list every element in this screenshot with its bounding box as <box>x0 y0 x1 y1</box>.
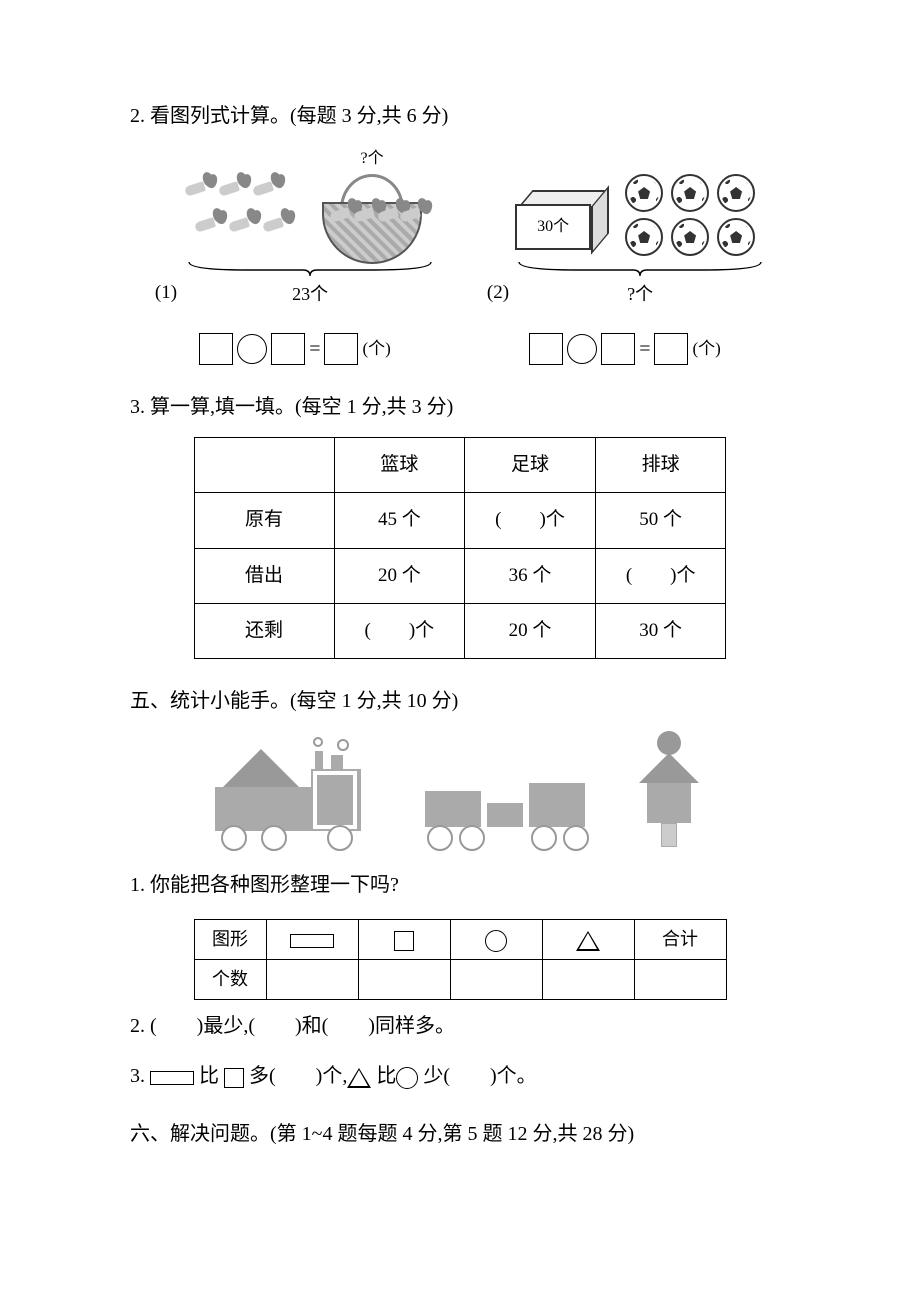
q2-fig2-label: (2) <box>487 278 509 308</box>
brace-icon <box>515 260 765 278</box>
truck-shape <box>215 741 385 851</box>
equals-sign: = <box>309 333 320 365</box>
table-cell: 足球 <box>465 437 596 492</box>
q2-fig1-label: (1) <box>155 278 177 308</box>
table-cell: 20 个 <box>465 603 596 658</box>
box-label: 30个 <box>515 204 591 250</box>
q3-table: 篮球 足球 排球 原有 45 个 ( )个 50 个 借出 20 个 36 个 … <box>194 437 727 660</box>
table-cell: 借出 <box>194 548 334 603</box>
table-row: 借出 20 个 36 个 ( )个 <box>194 548 726 603</box>
rectangle-icon <box>150 1071 194 1085</box>
q2-figures-row: (1) ?个 <box>130 146 790 309</box>
brace2-label: ?个 <box>627 280 653 309</box>
table-cell: 45 个 <box>334 493 465 548</box>
table-row: 篮球 足球 排球 <box>194 437 726 492</box>
table-cell <box>194 437 334 492</box>
q3-title: 3. 算一算,填一填。(每空 1 分,共 3 分) <box>130 391 790 423</box>
table-cell: 原有 <box>194 493 334 548</box>
basket: ?个 <box>307 146 437 256</box>
table-cell <box>358 920 450 960</box>
table-cell[interactable] <box>358 960 450 1000</box>
table-cell: 个数 <box>194 960 266 1000</box>
s5-title: 五、统计小能手。(每空 1 分,共 10 分) <box>130 685 790 717</box>
table-cell: 图形 <box>194 920 266 960</box>
table-cell[interactable] <box>542 960 634 1000</box>
brace1-label: 23个 <box>292 280 328 309</box>
blank-square[interactable] <box>529 333 563 365</box>
blank-square[interactable] <box>199 333 233 365</box>
blank-operator[interactable] <box>567 334 597 364</box>
question-3: 3. 算一算,填一填。(每空 1 分,共 3 分) 篮球 足球 排球 原有 45… <box>130 391 790 660</box>
table-cell[interactable] <box>634 960 726 1000</box>
table-cell: 排球 <box>595 437 726 492</box>
table-cell: 还剩 <box>194 603 334 658</box>
table-cell[interactable]: ( )个 <box>465 493 596 548</box>
blank-square[interactable] <box>271 333 305 365</box>
question-2: 2. 看图列式计算。(每题 3 分,共 6 分) (1) ?个 <box>130 100 790 365</box>
brace-2: ?个 <box>515 260 765 309</box>
table-cell[interactable] <box>266 960 358 1000</box>
equation-blank: = (个) <box>529 333 721 365</box>
table-cell: 50 个 <box>595 493 726 548</box>
table-cell: 篮球 <box>334 437 465 492</box>
brace-1: 23个 <box>183 260 437 309</box>
table-row: 个数 <box>194 960 726 1000</box>
box-3d: 30个 <box>515 190 609 250</box>
table-cell <box>266 920 358 960</box>
soccer-icon <box>671 174 709 212</box>
table-cell[interactable]: ( )个 <box>595 548 726 603</box>
circle-icon <box>485 930 507 952</box>
soccer-balls <box>625 174 757 256</box>
soccer-icon <box>671 218 709 256</box>
q2-figure-1: (1) ?个 <box>155 146 437 309</box>
basket-question: ?个 <box>307 146 437 172</box>
equation-blank: = (个) <box>199 333 391 365</box>
table-cell <box>450 920 542 960</box>
q2-figure-2: (2) 30个 <box>487 174 765 309</box>
triangle-icon <box>576 931 600 951</box>
carrots-and-basket: ?个 23个 <box>183 146 437 309</box>
circle-icon <box>396 1067 418 1089</box>
rectangle-icon <box>290 934 334 948</box>
eq-unit: (个) <box>362 335 390 362</box>
s5-q2: 2. ( )最少,( )和( )同样多。 <box>130 1010 790 1042</box>
soccer-icon <box>717 174 755 212</box>
trailer-shape <box>425 781 595 851</box>
table-cell: 合计 <box>634 920 726 960</box>
blank-square[interactable] <box>324 333 358 365</box>
table-row: 原有 45 个 ( )个 50 个 <box>194 493 726 548</box>
soccer-icon <box>717 218 755 256</box>
table-cell <box>542 920 634 960</box>
blank-operator[interactable] <box>237 334 267 364</box>
eq-unit: (个) <box>692 335 720 362</box>
table-cell: 30 个 <box>595 603 726 658</box>
blank-square[interactable] <box>601 333 635 365</box>
table-cell[interactable] <box>450 960 542 1000</box>
blank-square[interactable] <box>654 333 688 365</box>
person-shape <box>635 731 705 851</box>
soccer-icon <box>625 174 663 212</box>
s5-q1: 1. 你能把各种图形整理一下吗? <box>130 869 790 901</box>
q2-title: 2. 看图列式计算。(每题 3 分,共 6 分) <box>130 100 790 132</box>
box-and-balls: 30个 ?个 <box>515 174 765 309</box>
s6-title: 六、解决问题。(第 1~4 题每题 4 分,第 5 题 12 分,共 28 分) <box>130 1118 790 1150</box>
shapes-scene <box>130 731 790 851</box>
section-6: 六、解决问题。(第 1~4 题每题 4 分,第 5 题 12 分,共 28 分) <box>130 1118 790 1150</box>
square-icon <box>394 931 414 951</box>
square-icon <box>224 1068 244 1088</box>
shapes-count-table: 图形 合计 个数 <box>194 919 727 1000</box>
table-cell: 20 个 <box>334 548 465 603</box>
s5-q3: 3. 比 多( )个, 比 少( )个。 <box>130 1060 790 1092</box>
triangle-icon <box>347 1068 371 1088</box>
table-cell: 36 个 <box>465 548 596 603</box>
table-row: 图形 合计 <box>194 920 726 960</box>
table-row: 还剩 ( )个 20 个 30 个 <box>194 603 726 658</box>
equals-sign: = <box>639 333 650 365</box>
section-5: 五、统计小能手。(每空 1 分,共 10 分) 1. 你能把各种图形 <box>130 685 790 1092</box>
soccer-icon <box>625 218 663 256</box>
table-cell[interactable]: ( )个 <box>334 603 465 658</box>
q2-equations: = (个) = (个) <box>130 333 790 365</box>
carrots-group <box>183 166 303 256</box>
